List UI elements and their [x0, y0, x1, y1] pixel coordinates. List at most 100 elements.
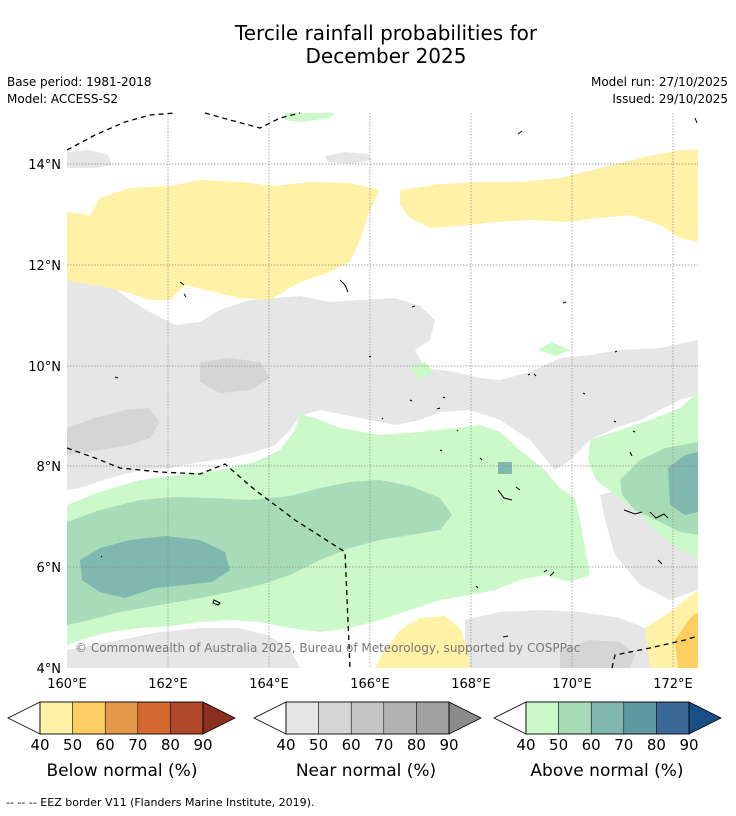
above-tick-80: 80	[647, 736, 666, 754]
above-segment-50	[558, 701, 592, 735]
lon-label-172: 172°E	[653, 677, 693, 692]
near-normal-region-east	[600, 490, 698, 600]
island-18	[475, 585, 479, 589]
near-segment-50	[318, 701, 352, 735]
near-segment-70	[383, 701, 417, 735]
map-field	[67, 113, 698, 668]
near-extension-high	[448, 701, 482, 735]
island-13	[439, 449, 633, 461]
colorbar-near: 40 50 60 70 80 90	[253, 701, 482, 754]
near-tick-90: 90	[439, 736, 458, 754]
lat-label-10: 10°N	[28, 360, 61, 375]
island-6	[562, 301, 567, 304]
below-tick-80: 80	[161, 736, 180, 754]
base-period: Base period: 1981-2018	[7, 75, 152, 89]
colorbar-above: 40 50 60 70 80 90	[493, 701, 722, 754]
map-copyright: © Commonwealth of Australia 2025, Bureau…	[75, 641, 580, 655]
near-tick-80: 80	[407, 736, 426, 754]
island-2	[694, 117, 698, 124]
above-normal-region-spot	[498, 462, 512, 474]
lat-axis: 14°N 12°N 10°N 8°N 6°N 4°N	[28, 158, 61, 677]
above-segment-40	[525, 701, 559, 735]
lon-label-164: 164°E	[249, 677, 289, 692]
island-19	[212, 599, 221, 606]
island-15	[623, 509, 669, 519]
model-run: Model run: 27/10/2025	[590, 75, 728, 89]
lat-label-12: 12°N	[28, 259, 61, 274]
lat-label-4: 4°N	[37, 662, 62, 677]
near-normal-region-north-2	[325, 152, 372, 164]
eez-borders	[66, 112, 699, 669]
lon-label-160: 160°E	[47, 677, 87, 692]
lon-axis: 160°E 162°E 164°E 166°E 168°E 170°E 172°…	[47, 677, 693, 692]
island-16	[657, 559, 663, 565]
chart-title: Tercile rainfall probabilities for Decem…	[0, 22, 736, 68]
eez-footnote: -- -- -- EEZ border V11 (Flanders Marine…	[6, 796, 315, 809]
island-21	[100, 555, 103, 558]
meta-left: Base period: 1981-2018 Model: ACCESS-S2	[7, 74, 152, 108]
island-1	[517, 130, 523, 135]
colorbar-below-title: Below normal (%)	[46, 761, 198, 781]
below-segment-50	[72, 701, 106, 735]
below-tick-40: 40	[30, 736, 49, 754]
meta-right: Model run: 27/10/2025 Issued: 29/10/2025	[591, 74, 728, 108]
near-normal-region-southwest	[67, 628, 300, 668]
near-normal-region-darker-2	[67, 408, 160, 455]
probability-map: © Commonwealth of Australia 2025, Bureau…	[28, 112, 699, 692]
below-tick-60: 60	[96, 736, 115, 754]
island-9	[114, 376, 119, 379]
near-normal-region-darker-1	[200, 358, 270, 393]
lat-label-14: 14°N	[28, 158, 61, 173]
model-name: Model: ACCESS-S2	[7, 92, 119, 106]
eez-border-southeast	[611, 635, 699, 669]
above-normal-region-mid	[67, 480, 452, 625]
near-normal-region-south-dark	[560, 640, 635, 668]
near-tick-40: 40	[276, 736, 295, 754]
near-segment-80	[416, 701, 450, 735]
above-tick-50: 50	[549, 736, 568, 754]
above-normal-region-east-strong	[668, 452, 698, 515]
lon-label-166: 166°E	[350, 677, 390, 692]
island-17	[543, 569, 555, 577]
island-20	[502, 635, 509, 638]
above-extension-high	[688, 701, 722, 735]
island-7	[368, 355, 372, 358]
above-normal-region-small	[538, 342, 570, 356]
below-tick-90: 90	[193, 736, 212, 754]
below-normal-region-southeast-strong	[675, 612, 698, 668]
below-normal-region-northeast	[400, 150, 698, 242]
eez-border-northwest	[66, 112, 176, 151]
lat-label-8: 8°N	[37, 460, 62, 475]
lon-label-170: 170°E	[552, 677, 592, 692]
above-tick-90: 90	[679, 736, 698, 754]
colorbar-near-title: Near normal (%)	[295, 761, 437, 781]
islands	[100, 117, 698, 638]
above-frame	[525, 701, 690, 735]
title-line-1: Tercile rainfall probabilities for	[234, 21, 538, 45]
lat-label-6: 6°N	[37, 561, 62, 576]
below-frame	[39, 701, 204, 735]
below-tick-50: 50	[63, 736, 82, 754]
colorbar-below: 40 50 60 70 80 90	[7, 701, 236, 754]
above-segment-60	[590, 701, 625, 735]
above-tick-70: 70	[614, 736, 633, 754]
below-segment-70	[137, 701, 171, 735]
island-8	[614, 350, 618, 353]
below-normal-region-south	[375, 616, 470, 668]
near-segment-60	[350, 701, 385, 735]
island-12	[381, 417, 636, 433]
island-10	[527, 373, 537, 377]
near-frame	[285, 701, 450, 735]
island-3	[179, 281, 187, 298]
above-normal-region-top	[285, 113, 335, 122]
near-tick-60: 60	[342, 736, 361, 754]
near-normal-region-north-1	[67, 150, 112, 168]
colorbar-above-title: Above normal (%)	[530, 761, 684, 781]
above-segment-80	[656, 701, 690, 735]
near-segment-40	[285, 701, 319, 735]
island-4	[339, 279, 349, 293]
eez-border-north	[204, 112, 301, 129]
near-tick-50: 50	[309, 736, 328, 754]
near-tick-70: 70	[374, 736, 393, 754]
above-extension-low	[493, 701, 527, 735]
